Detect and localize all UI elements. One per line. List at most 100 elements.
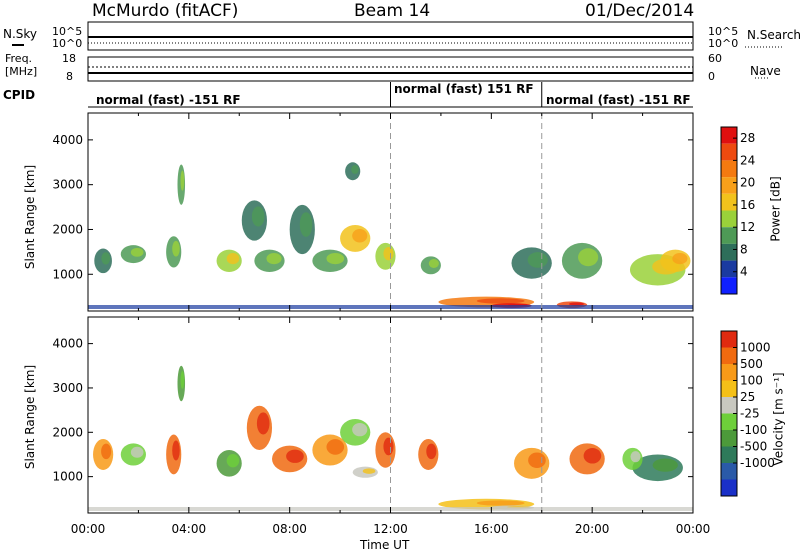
velocity-data-cell — [583, 448, 602, 464]
velocity-data-cell — [226, 454, 240, 468]
velocity-data-cell — [180, 371, 185, 389]
cpid-label: CPID — [3, 88, 36, 102]
x-tick-label: 12:00 — [373, 522, 408, 536]
station-title: McMurdo (fitACF) — [92, 1, 239, 21]
power-data-cell — [527, 252, 548, 268]
velocity-colorbar-swatch — [721, 463, 737, 480]
velocity-colorbar-tick-label: 500 — [740, 357, 763, 371]
velocity-colorbar-tick-label: -500 — [740, 440, 767, 454]
power-ytick-label: 1000 — [52, 267, 83, 281]
velocity-ytick-label: 1000 — [52, 470, 83, 484]
nave-tick-bottom: 0 — [708, 70, 715, 83]
power-colorbar-swatch — [721, 277, 737, 294]
cpid-segment-2: normal (fast) 151 RF — [394, 82, 534, 96]
velocity-colorbar-tick-label: -25 — [740, 407, 760, 421]
power-panel-frame — [87, 112, 694, 312]
power-data-cell — [428, 259, 439, 268]
power-colorbar-tick-label: 24 — [740, 153, 755, 167]
power-data-cell — [172, 240, 180, 257]
power-colorbar-tick-label: 20 — [740, 176, 755, 190]
x-tick-label: 08:00 — [272, 522, 307, 536]
noise-sky-label: N.Sky — [3, 27, 38, 41]
velocity-data-cell — [130, 446, 144, 458]
noise-tick-bottom: 10^0 — [52, 37, 83, 50]
velocity-colorbar-swatch — [721, 347, 737, 364]
power-colorbar-swatch — [721, 193, 737, 211]
x-axis-label: Time UT — [360, 538, 410, 552]
velocity-colorbar-swatch — [721, 479, 737, 496]
velocity-data-cell — [652, 458, 678, 472]
noise-tick-top: 10^5 — [52, 25, 83, 38]
power-colorbar-swatch — [721, 160, 737, 178]
power-colorbar-swatch — [721, 227, 737, 244]
power-colorbar-swatch — [721, 127, 737, 144]
nave-label: Nave — [750, 64, 781, 78]
power-colorbar-tick-label: 28 — [740, 131, 755, 145]
power-data-cell — [299, 212, 313, 237]
freq-tick-bottom: 8 — [66, 70, 73, 83]
velocity-data-cell — [476, 500, 525, 506]
velocity-colorbar-tick-label: 1000 — [740, 341, 771, 355]
x-tick-label: 04:00 — [172, 522, 207, 536]
velocity-data-cell — [426, 443, 437, 460]
power-data-cell — [383, 246, 394, 261]
power-data-cell — [130, 247, 144, 257]
power-colorbar-frame — [720, 126, 738, 295]
freq-frame — [87, 56, 694, 82]
velocity-data-cell — [352, 422, 368, 437]
velocity-colorbar-swatch — [721, 446, 737, 463]
power-data-cell — [351, 164, 359, 174]
velocity-panel-frame — [87, 316, 694, 514]
velocity-data-cell — [528, 452, 546, 468]
date-title: 01/Dec/2014 — [585, 1, 695, 21]
velocity-colorbar-swatch — [721, 413, 737, 430]
power-colorbar-swatch — [721, 260, 737, 278]
power-data-cell — [476, 298, 525, 304]
power-colorbar-swatch — [721, 243, 737, 261]
velocity-colorbar-tick-label: 100 — [740, 374, 763, 388]
power-data-cell — [101, 252, 111, 265]
x-tick-label: 00:00 — [676, 522, 711, 536]
velocity-data-cell — [172, 440, 180, 461]
velocity-data-cell — [256, 412, 270, 435]
freq-unit-label: [MHz] — [5, 65, 38, 78]
velocity-colorbar-tick-label: -1000 — [740, 456, 775, 470]
velocity-ytick-label: 3000 — [52, 381, 83, 395]
velocity-data-cell — [383, 437, 394, 456]
cpid-segment-3: normal (fast) -151 RF — [546, 93, 691, 107]
velocity-colorbar-tick-label: -100 — [740, 423, 767, 437]
velocity-data-cell — [630, 451, 641, 463]
power-data-cell — [226, 252, 240, 265]
velocity-data-cell — [326, 439, 345, 455]
velocity-colorbar-tick-label: 25 — [740, 390, 755, 404]
velocity-colorbar-swatch — [721, 397, 737, 414]
power-ytick-label: 4000 — [52, 133, 83, 147]
velocity-ytick-label: 4000 — [52, 337, 83, 351]
power-colorbar-swatch — [721, 143, 737, 161]
power-data-cell — [266, 252, 282, 265]
power-data-cell — [352, 229, 368, 243]
power-colorbar-tick-label: 8 — [740, 242, 748, 256]
velocity-data-cell — [286, 449, 304, 463]
power-ytick-label: 3000 — [52, 178, 83, 192]
freq-label: Freq. — [5, 52, 33, 65]
velocity-colorbar-swatch — [721, 430, 737, 447]
velocity-colorbar-swatch — [721, 331, 737, 348]
cpid-segment-1: normal (fast) -151 RF — [96, 93, 241, 107]
power-data-cell — [568, 302, 585, 306]
noise-search-label: N.Search — [747, 28, 800, 42]
power-colorbar-swatch — [721, 210, 737, 228]
noise-right-tick-bottom: 10^0 — [708, 37, 739, 50]
nave-tick-top: 60 — [708, 52, 722, 65]
velocity-data-cell — [362, 468, 376, 474]
freq-tick-top: 18 — [62, 52, 76, 65]
power-data-cell — [251, 206, 265, 227]
x-tick-label: 16:00 — [474, 522, 509, 536]
x-tick-label: 20:00 — [575, 522, 610, 536]
power-ytick-label: 2000 — [52, 222, 83, 236]
velocity-colorbar-swatch — [721, 364, 737, 381]
power-data-cell — [326, 252, 345, 265]
power-colorbar-tick-label: 12 — [740, 220, 755, 234]
noise-right-tick-top: 10^5 — [708, 25, 739, 38]
